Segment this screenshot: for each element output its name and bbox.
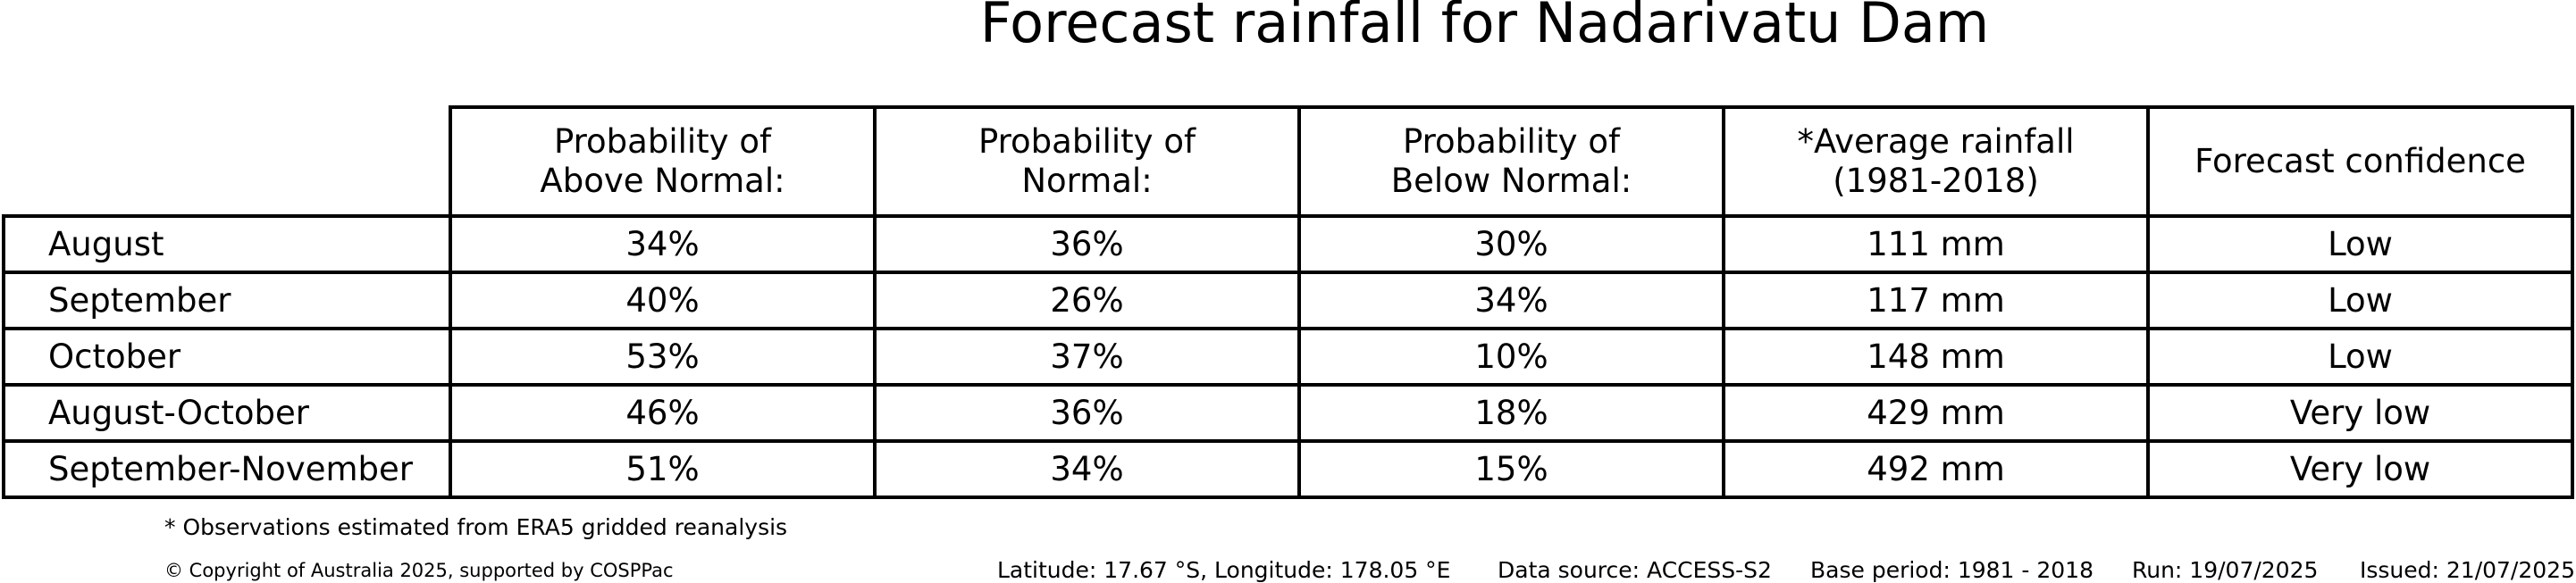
header-above-normal: Probability of Above Normal: <box>449 105 877 218</box>
issued-date: Issued: 21/07/2025 <box>2360 557 2575 583</box>
cell-average: 111 mm <box>1722 214 2150 274</box>
row-period: September-November <box>2 439 452 499</box>
cell-below: 18% <box>1297 383 1725 443</box>
cell-above: 53% <box>449 327 877 387</box>
table-row: October 53% 37% 10% 148 mm Low <box>2 327 2574 387</box>
header-corner-cell <box>4 107 452 218</box>
cell-confidence: Very low <box>2146 383 2574 443</box>
table-row: September 40% 26% 34% 117 mm Low <box>2 271 2574 330</box>
cell-average: 429 mm <box>1722 383 2150 443</box>
data-source: Data source: ACCESS-S2 <box>1498 557 1772 583</box>
table-row: August 34% 36% 30% 111 mm Low <box>2 214 2574 274</box>
cell-below: 15% <box>1297 439 1725 499</box>
row-period: September <box>2 271 452 330</box>
header-below-normal: Probability of Below Normal: <box>1297 105 1725 218</box>
cell-above: 40% <box>449 271 877 330</box>
header-forecast-confidence: Forecast confidence <box>2146 105 2574 218</box>
cell-normal: 26% <box>873 271 1301 330</box>
base-period: Base period: 1981 - 2018 <box>1810 557 2094 583</box>
forecast-table: Probability of Above Normal: Probability … <box>2 105 2574 499</box>
cell-confidence: Low <box>2146 327 2574 387</box>
cell-average: 117 mm <box>1722 271 2150 330</box>
table-row: September-November 51% 34% 15% 492 mm Ve… <box>2 439 2574 499</box>
cell-below: 10% <box>1297 327 1725 387</box>
header-normal: Probability of Normal: <box>873 105 1301 218</box>
row-period: August <box>2 214 452 274</box>
cell-normal: 36% <box>873 214 1301 274</box>
cell-below: 30% <box>1297 214 1725 274</box>
table-row: August-October 46% 36% 18% 429 mm Very l… <box>2 383 2574 443</box>
cell-below: 34% <box>1297 271 1725 330</box>
cell-average: 492 mm <box>1722 439 2150 499</box>
footnote: * Observations estimated from ERA5 gridd… <box>164 514 788 540</box>
row-period: August-October <box>2 383 452 443</box>
cell-normal: 34% <box>873 439 1301 499</box>
location-coordinates: Latitude: 17.67 °S, Longitude: 178.05 °E <box>997 557 1451 583</box>
page-title: Forecast rainfall for Nadarivatu Dam <box>979 0 1990 55</box>
cell-confidence: Very low <box>2146 439 2574 499</box>
cell-average: 148 mm <box>1722 327 2150 387</box>
header-average-rainfall: *Average rainfall (1981-2018) <box>1722 105 2150 218</box>
cell-above: 51% <box>449 439 877 499</box>
run-date: Run: 19/07/2025 <box>2132 557 2319 583</box>
cell-normal: 36% <box>873 383 1301 443</box>
cell-confidence: Low <box>2146 271 2574 330</box>
cell-above: 34% <box>449 214 877 274</box>
cell-above: 46% <box>449 383 877 443</box>
row-period: October <box>2 327 452 387</box>
cell-confidence: Low <box>2146 214 2574 274</box>
cell-normal: 37% <box>873 327 1301 387</box>
table-header-row: Probability of Above Normal: Probability … <box>4 105 2574 218</box>
copyright-notice: © Copyright of Australia 2025, supported… <box>164 560 674 581</box>
